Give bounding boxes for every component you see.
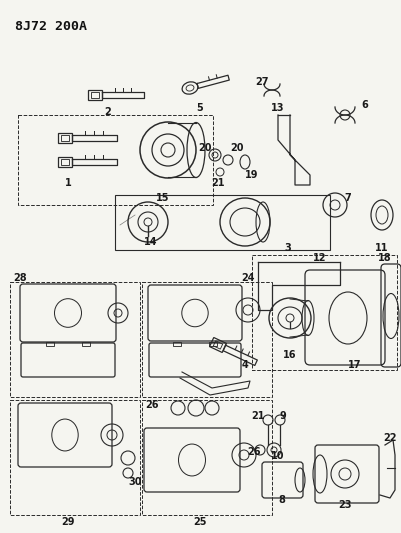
Bar <box>173 342 181 346</box>
Text: 1: 1 <box>65 178 71 188</box>
Text: 7: 7 <box>344 193 350 203</box>
Text: 25: 25 <box>193 517 206 527</box>
Text: 23: 23 <box>337 500 351 510</box>
Text: 10: 10 <box>271 451 284 461</box>
Text: 22: 22 <box>382 433 396 443</box>
Text: 8: 8 <box>278 495 285 505</box>
Text: 20: 20 <box>230 143 243 153</box>
Text: 12: 12 <box>312 253 326 263</box>
Text: 18: 18 <box>377 253 391 263</box>
Text: 11: 11 <box>374 243 388 253</box>
Text: 5: 5 <box>196 103 203 113</box>
Text: 3: 3 <box>284 243 291 253</box>
Bar <box>142 400 271 515</box>
Text: 4: 4 <box>241 360 248 370</box>
Text: 24: 24 <box>241 273 254 283</box>
Bar <box>115 195 329 250</box>
Bar <box>10 282 140 397</box>
Text: 30: 30 <box>128 477 142 487</box>
Text: 26: 26 <box>247 447 260 457</box>
Text: 14: 14 <box>144 237 157 247</box>
Text: 15: 15 <box>156 193 169 203</box>
Text: 27: 27 <box>255 77 268 87</box>
Text: 20: 20 <box>198 143 211 153</box>
Text: 13: 13 <box>271 103 284 113</box>
Text: 28: 28 <box>13 273 27 283</box>
Bar <box>46 342 54 346</box>
Text: 9: 9 <box>279 411 286 421</box>
Bar <box>142 282 271 397</box>
Text: 8J72 200A: 8J72 200A <box>15 20 87 33</box>
Text: 26: 26 <box>145 400 158 410</box>
Text: 6: 6 <box>361 100 367 110</box>
Bar <box>10 400 140 515</box>
Bar <box>18 115 213 205</box>
Text: 21: 21 <box>211 178 224 188</box>
Text: 21: 21 <box>251 411 264 421</box>
Bar <box>208 342 216 346</box>
Text: 17: 17 <box>347 360 361 370</box>
Text: 2: 2 <box>104 107 111 117</box>
Bar <box>82 342 90 346</box>
Text: 29: 29 <box>61 517 75 527</box>
Text: 16: 16 <box>283 350 296 360</box>
Bar <box>251 255 396 370</box>
Text: 19: 19 <box>245 170 258 180</box>
